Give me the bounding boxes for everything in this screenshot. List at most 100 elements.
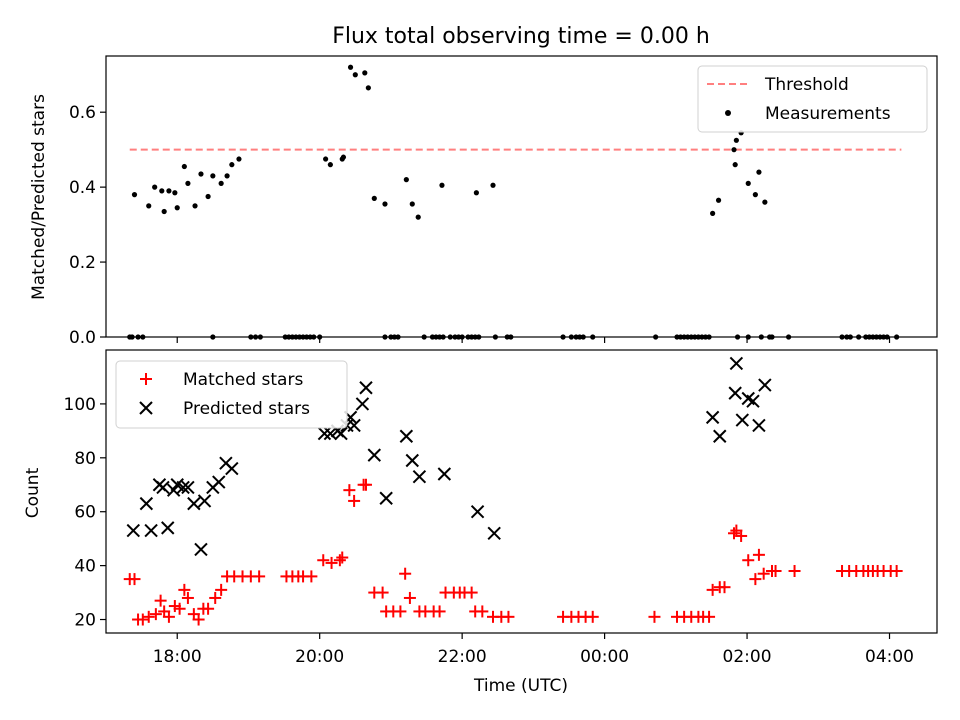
top-y-axis: 0.0 0.2 0.4 0.6: [69, 103, 106, 348]
matched-star-marker: [757, 567, 770, 580]
matched-star-marker: [502, 610, 515, 623]
top-y-tick-label: 0.4: [69, 178, 96, 198]
legend-matched-swatch: [140, 373, 152, 385]
measurement-point: [473, 190, 479, 196]
matched-star-marker: [788, 565, 801, 578]
predicted-star-marker: [225, 461, 239, 476]
legend-matched-label: Matched stars: [183, 370, 303, 390]
predicted-star-marker: [355, 397, 370, 411]
bottom-y-tick-label: 80: [74, 449, 96, 469]
bottom-legend: Matched stars Predicted stars: [115, 360, 348, 429]
matched-star-marker: [178, 583, 191, 596]
predicted-star-marker: [405, 453, 419, 468]
measurement-point: [185, 180, 191, 186]
matched-star-marker: [735, 529, 748, 542]
measurement-point: [236, 156, 242, 162]
measurement-point: [731, 147, 737, 153]
measurement-point: [205, 193, 211, 200]
predicted-star-marker: [752, 418, 766, 433]
top-y-tick-label: 0.2: [69, 253, 96, 273]
measurement-point: [323, 156, 329, 162]
top-legend: Threshold Measurements: [697, 65, 928, 133]
bottom-y-axis: 20 40 60 80 100: [64, 395, 106, 631]
matched-star-marker: [742, 554, 755, 567]
measurement-point: [192, 203, 198, 209]
matched-star-marker: [403, 591, 416, 604]
bottom-x-tick-label: 20:00: [295, 647, 344, 667]
matched-star-marker: [433, 605, 446, 618]
predicted-star-marker: [197, 494, 212, 508]
matched-star-marker: [333, 554, 346, 567]
matched-star-marker: [128, 573, 141, 586]
matched-star-marker: [727, 527, 740, 540]
matched-star-marker: [348, 494, 361, 507]
measurement-point: [131, 192, 138, 198]
measurement-point: [403, 177, 409, 183]
matched-star-marker: [890, 565, 903, 578]
measurement-point: [152, 184, 158, 190]
matched-star-marker: [394, 605, 407, 618]
matched-star-marker: [359, 478, 372, 491]
predicted-star-marker: [412, 469, 427, 484]
predicted-star-marker: [194, 542, 208, 557]
matched-star-marker: [142, 610, 155, 623]
bottom-x-tick-label: 22:00: [438, 647, 487, 667]
matched-star-marker: [648, 610, 661, 623]
legend-predicted-label: Predicted stars: [183, 399, 310, 419]
matched-star-marker: [317, 554, 330, 567]
measurement-point: [362, 70, 368, 76]
measurement-point: [224, 173, 230, 179]
predicted-star-marker: [487, 526, 501, 540]
bottom-plot-frame: [105, 349, 938, 634]
measurement-point: [710, 210, 716, 216]
predicted-star-marker: [161, 521, 175, 535]
matched-star-marker: [769, 565, 782, 578]
predicted-star-marker: [437, 467, 452, 481]
measurement-point: [762, 199, 768, 205]
measurement-point: [218, 180, 224, 186]
top-y-axis-label: Matched/Predicted stars: [29, 94, 49, 300]
predicted-star-marker: [334, 426, 348, 441]
matched-star-marker: [399, 567, 412, 580]
matched-star-marker: [253, 570, 266, 583]
matched-star-marker: [154, 594, 167, 607]
measurement-point: [732, 162, 738, 168]
predicted-star-marker: [705, 410, 720, 425]
measurement-point: [409, 201, 415, 207]
legend-measurements-swatch: [725, 110, 731, 116]
measurement-point: [745, 180, 751, 186]
matched-star-marker: [325, 556, 338, 569]
matched-star-marker: [336, 551, 349, 564]
bottom-x-tick-label: 18:00: [153, 647, 202, 667]
top-plot-frame: [105, 55, 938, 338]
bottom-legend-box: [115, 360, 348, 429]
matched-star-marker: [215, 583, 228, 596]
predicted-star-marker: [144, 523, 158, 538]
legend-predicted-swatch: [139, 401, 153, 415]
predicted-star-marker: [139, 496, 154, 511]
matched-star-marker: [476, 605, 489, 618]
predicted-star-marker: [367, 448, 382, 462]
matched-star-marker: [149, 608, 162, 621]
matched-star-marker: [305, 570, 318, 583]
bottom-x-tick-label: 00:00: [580, 647, 629, 667]
predicted-star-marker: [758, 378, 772, 392]
measurement-point: [161, 208, 167, 215]
bottom-panel: 20 40 60 80 100 18:00 20:00 22:00 00:00 02:00 04:…: [23, 349, 938, 696]
top-x-ticks: [176, 337, 891, 343]
measurement-point: [415, 214, 421, 220]
top-legend-box: [697, 65, 928, 133]
predicted-star-marker: [181, 480, 195, 495]
bottom-y-tick-label: 100: [64, 395, 96, 415]
measurement-point: [733, 137, 739, 143]
predicted-star-marker: [470, 505, 485, 519]
matched-star-marker: [343, 484, 356, 497]
bottom-y-axis-label: Count: [23, 467, 43, 518]
matched-star-marker: [192, 613, 205, 626]
matched-star-marker: [173, 602, 186, 615]
bottom-y-tick-label: 40: [74, 557, 96, 577]
matched-star-marker: [706, 583, 719, 596]
predicted-star-marker: [359, 381, 373, 395]
measurement-point: [371, 195, 377, 201]
